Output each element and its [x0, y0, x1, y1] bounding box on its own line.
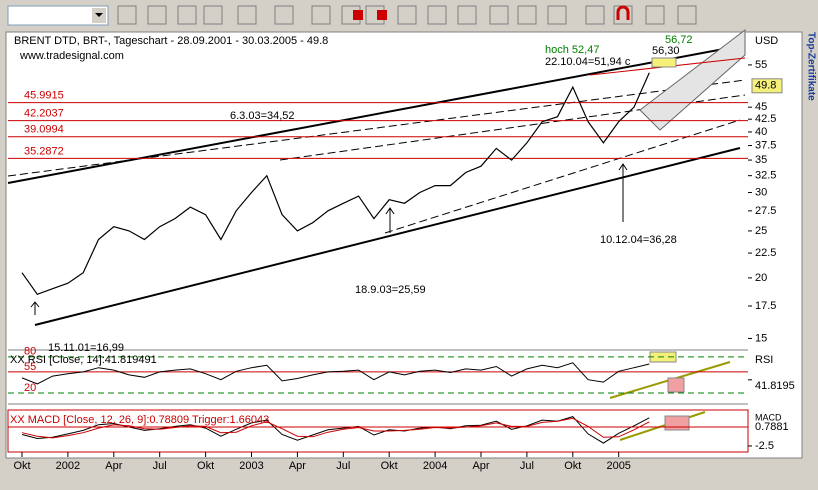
rsi-tick-label: 20 — [24, 382, 36, 394]
rsi-title: XX RSI [Close, 14]:41.819491 — [10, 354, 157, 366]
x-tick-label: Jul — [336, 460, 350, 472]
tool-button[interactable] — [585, 5, 605, 25]
y-tick-label: 20 — [755, 272, 767, 284]
y-tick-label: 35 — [755, 154, 767, 166]
y-tick-label: 32.5 — [755, 170, 776, 182]
x-tick-label: Apr — [472, 460, 489, 472]
tool-button[interactable] — [645, 5, 665, 25]
toolbar — [7, 5, 697, 26]
macd-frame — [7, 409, 749, 453]
level-label: 35.2872 — [24, 145, 64, 157]
icon — [353, 10, 363, 20]
y-tick-label: 27.5 — [755, 205, 776, 217]
rsi-last-value: 41.8195 — [755, 380, 795, 392]
tool-button[interactable] — [489, 5, 509, 25]
annotation: 10.12.04=36,28 — [600, 234, 677, 246]
annotation: 22.10.04=51,94 c — [545, 56, 631, 68]
tool-button[interactable] — [397, 5, 417, 25]
annotation: 56,30 — [652, 45, 680, 57]
level-label: 39.0994 — [24, 124, 64, 136]
y-tick-label: 30 — [755, 186, 767, 198]
chart-title: BRENT DTD, BRT-, Tageschart - 28.09.2001… — [14, 35, 328, 47]
y-tick-label: 17.5 — [755, 300, 776, 312]
macd-axis-label: MACD — [755, 412, 782, 422]
trend-lines — [7, 28, 746, 326]
arrow — [30, 301, 40, 315]
highlight — [651, 57, 677, 68]
annotation: hoch 52,47 — [545, 44, 599, 56]
tool-button[interactable] — [274, 5, 294, 25]
highlight — [667, 377, 685, 393]
macd-line — [21, 416, 650, 444]
rsi-line — [21, 362, 650, 385]
rsi-tick-label: 80 — [24, 346, 36, 358]
macd-last-value: 0.7881 — [755, 421, 789, 433]
x-tick-label: Apr — [105, 460, 122, 472]
tool-button[interactable] — [457, 5, 477, 25]
tool-button[interactable] — [177, 5, 197, 25]
chart-subtitle: www.tradesignal.com — [19, 50, 124, 62]
x-tick-label: Okt — [564, 460, 581, 472]
x-tick-label: Okt — [197, 460, 214, 472]
y-tick-label: 25 — [755, 225, 767, 237]
x-tick-label: 2005 — [606, 460, 630, 472]
annotation: 15.11.01=16,99 — [48, 342, 124, 354]
y-axis-label: USD — [755, 35, 778, 47]
combo-arrow — [95, 13, 103, 17]
icon — [377, 10, 387, 20]
rsi-axis-label: RSI — [755, 354, 773, 366]
symbol-combo[interactable] — [7, 5, 109, 26]
y-tick-label: 40 — [755, 126, 767, 138]
y-tick-label: 15 — [755, 332, 767, 344]
macd-line — [21, 417, 650, 439]
arrow — [618, 163, 628, 222]
y-tick-label: 37.5 — [755, 139, 776, 151]
x-tick-label: Okt — [381, 460, 398, 472]
icon — [616, 5, 630, 20]
y-tick-label: 22.5 — [755, 247, 776, 259]
y-tick-label: 45 — [755, 101, 767, 113]
x-tick-label: Jul — [520, 460, 534, 472]
last-value-box — [751, 78, 783, 94]
arrow — [385, 207, 395, 233]
x-tick-label: Okt — [13, 460, 30, 472]
x-tick-label: Jul — [153, 460, 167, 472]
sidebar — [804, 0, 818, 490]
highlight — [664, 415, 690, 431]
trend-line — [619, 411, 706, 441]
x-tick-label: Apr — [289, 460, 306, 472]
tool-button[interactable] — [677, 5, 697, 25]
tool-button[interactable] — [237, 5, 257, 25]
annotation: 6.3.03=34,52 — [230, 110, 295, 122]
tool-button[interactable] — [517, 5, 537, 25]
x-tick-label: 2004 — [423, 460, 447, 472]
tool-button[interactable] — [203, 5, 223, 25]
annotation: 18.9.03=25,59 — [355, 284, 426, 296]
y-tick-label: 42.5 — [755, 113, 776, 125]
level-label: 42.2037 — [24, 108, 64, 120]
tool-button[interactable] — [147, 5, 167, 25]
tool-button[interactable] — [547, 5, 567, 25]
x-tick-label: 2003 — [239, 460, 263, 472]
tool-button[interactable] — [427, 5, 447, 25]
tool-button[interactable] — [311, 5, 331, 25]
macd-tick-label: -2.5 — [755, 440, 774, 452]
x-tick-label: 2002 — [56, 460, 80, 472]
annotation: 56,72 — [665, 34, 693, 46]
channel — [639, 28, 746, 131]
macd-title: XX MACD [Close, 12, 26, 9]:0.78809 Trigg… — [10, 414, 269, 426]
last-value-label: 49.8 — [755, 80, 776, 92]
sidebar-label[interactable]: Top-Zertifikate — [805, 32, 816, 101]
trend-line — [384, 119, 741, 234]
trend-line — [7, 79, 746, 177]
rsi-tick-label: 55 — [24, 361, 36, 373]
price-line — [21, 72, 650, 296]
y-tick-label: 55 — [755, 59, 767, 71]
tool-button[interactable] — [117, 5, 137, 25]
level-label: 45.9915 — [24, 89, 64, 101]
